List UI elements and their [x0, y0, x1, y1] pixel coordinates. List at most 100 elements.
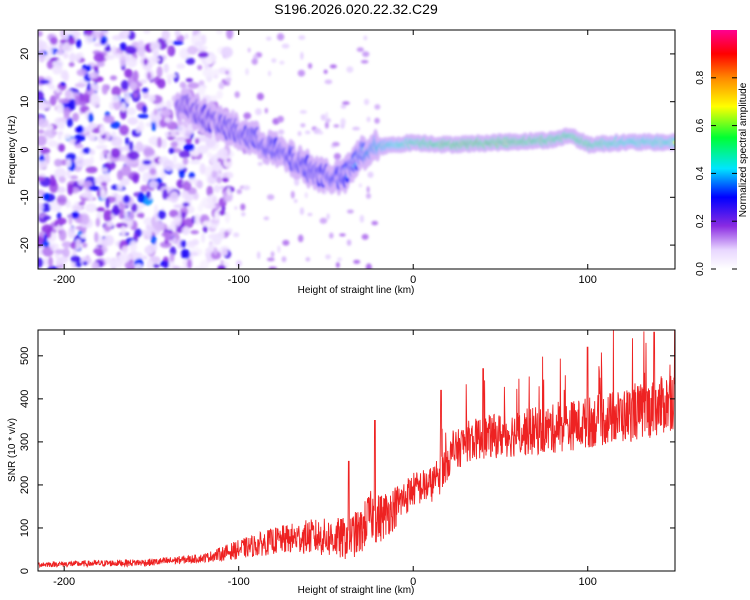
noise-blob	[66, 169, 71, 180]
noise-blob	[100, 181, 108, 186]
noise-blob	[75, 53, 82, 62]
noise-blob	[55, 88, 61, 93]
noise-blob	[63, 71, 70, 82]
noise-blob	[142, 255, 148, 260]
noise-blob	[147, 94, 156, 103]
noise-blob	[68, 62, 75, 68]
noise-blob	[160, 109, 172, 117]
noise-blob	[111, 94, 120, 103]
noise-blob	[41, 224, 53, 234]
faint-blob	[365, 193, 371, 199]
noise-blob	[124, 45, 137, 55]
noise-blob	[48, 256, 54, 268]
noise-blob	[64, 30, 69, 40]
noise-blob	[224, 194, 232, 202]
faint-blob	[277, 245, 281, 253]
noise-blob	[221, 46, 233, 58]
noise-blob	[168, 147, 175, 155]
snr-series-line	[38, 330, 675, 569]
noise-blob	[92, 83, 100, 92]
faint-blob	[243, 112, 252, 120]
colorbar-tick-label: 0.6	[695, 118, 706, 132]
noise-blob	[74, 140, 81, 146]
noise-blob	[60, 81, 66, 87]
noise-blob	[111, 45, 117, 56]
noise-blob	[118, 253, 131, 263]
noise-blob	[74, 134, 86, 142]
noise-blob	[188, 251, 200, 257]
noise-blob	[76, 31, 81, 37]
noise-blob	[122, 30, 131, 38]
chart-title: S196.2026.020.22.32.C29	[274, 1, 438, 17]
noise-blob	[196, 144, 209, 154]
snr-x-tick-label: 100	[579, 576, 597, 588]
noise-blob	[167, 45, 173, 57]
faint-blob	[352, 126, 361, 131]
noise-blob	[207, 244, 216, 253]
faint-blob	[294, 178, 300, 186]
noise-blob	[153, 108, 158, 116]
noise-blob	[68, 30, 77, 35]
noise-blob	[58, 98, 70, 104]
noise-blob	[143, 148, 155, 157]
noise-blob	[164, 117, 172, 123]
noise-blob	[149, 168, 157, 176]
noise-blob	[226, 67, 232, 80]
spectrogram-y-tick-label: -20	[19, 237, 31, 253]
noise-blob	[163, 260, 170, 269]
faint-blob	[255, 108, 262, 116]
faint-blob	[331, 141, 340, 147]
noise-blob	[165, 39, 173, 45]
colorbar-tick-label: 0.0	[695, 262, 706, 276]
noise-blob	[142, 91, 148, 97]
noise-blob	[145, 190, 151, 199]
noise-blob	[88, 71, 99, 79]
noise-blob	[78, 93, 90, 102]
noise-blob	[64, 89, 71, 98]
noise-blob	[52, 64, 63, 75]
faint-blob	[374, 117, 380, 124]
noise-blob	[99, 38, 107, 45]
noise-blob	[135, 141, 144, 153]
faint-blob	[340, 104, 347, 109]
snr-y-tick-label: 200	[19, 476, 31, 494]
snr-frame	[37, 329, 676, 572]
noise-blob	[133, 91, 139, 98]
spectrogram-x-tick-label: -200	[53, 274, 75, 286]
faint-blob	[236, 188, 242, 195]
noise-blob	[111, 192, 119, 197]
noise-blob	[224, 211, 231, 224]
noise-blob	[209, 95, 218, 102]
colorbar-tick-label: 0.8	[695, 70, 706, 84]
noise-blob	[173, 204, 185, 209]
noise-blob	[93, 248, 104, 255]
noise-blob	[202, 220, 212, 227]
noise-blob	[104, 46, 112, 52]
noise-blob	[61, 241, 72, 248]
faint-blob	[256, 92, 264, 101]
faint-blob	[324, 79, 333, 85]
noise-blob	[153, 221, 165, 232]
noise-blob	[63, 107, 71, 117]
noise-blob	[92, 65, 99, 70]
noise-blob	[105, 161, 116, 170]
faint-blob	[266, 257, 275, 262]
faint-blob	[304, 192, 308, 199]
noise-blob	[221, 205, 226, 212]
noise-blob	[211, 169, 218, 179]
noise-blob	[194, 41, 204, 47]
noise-blob	[212, 68, 220, 76]
noise-blob	[112, 204, 120, 216]
noise-blob	[46, 59, 54, 70]
noise-blob	[182, 249, 191, 259]
faint-blob	[356, 47, 364, 53]
noise-blob	[211, 163, 224, 172]
snr-y-label: SNR (10 * v/v)	[7, 418, 18, 482]
noise-blob	[129, 81, 138, 91]
noise-blob	[126, 107, 137, 116]
noise-blob	[213, 184, 221, 193]
snr-y-tick-label: 100	[19, 519, 31, 537]
noise-blob	[104, 257, 112, 264]
faint-blob	[277, 115, 284, 123]
noise-blob	[217, 158, 223, 163]
